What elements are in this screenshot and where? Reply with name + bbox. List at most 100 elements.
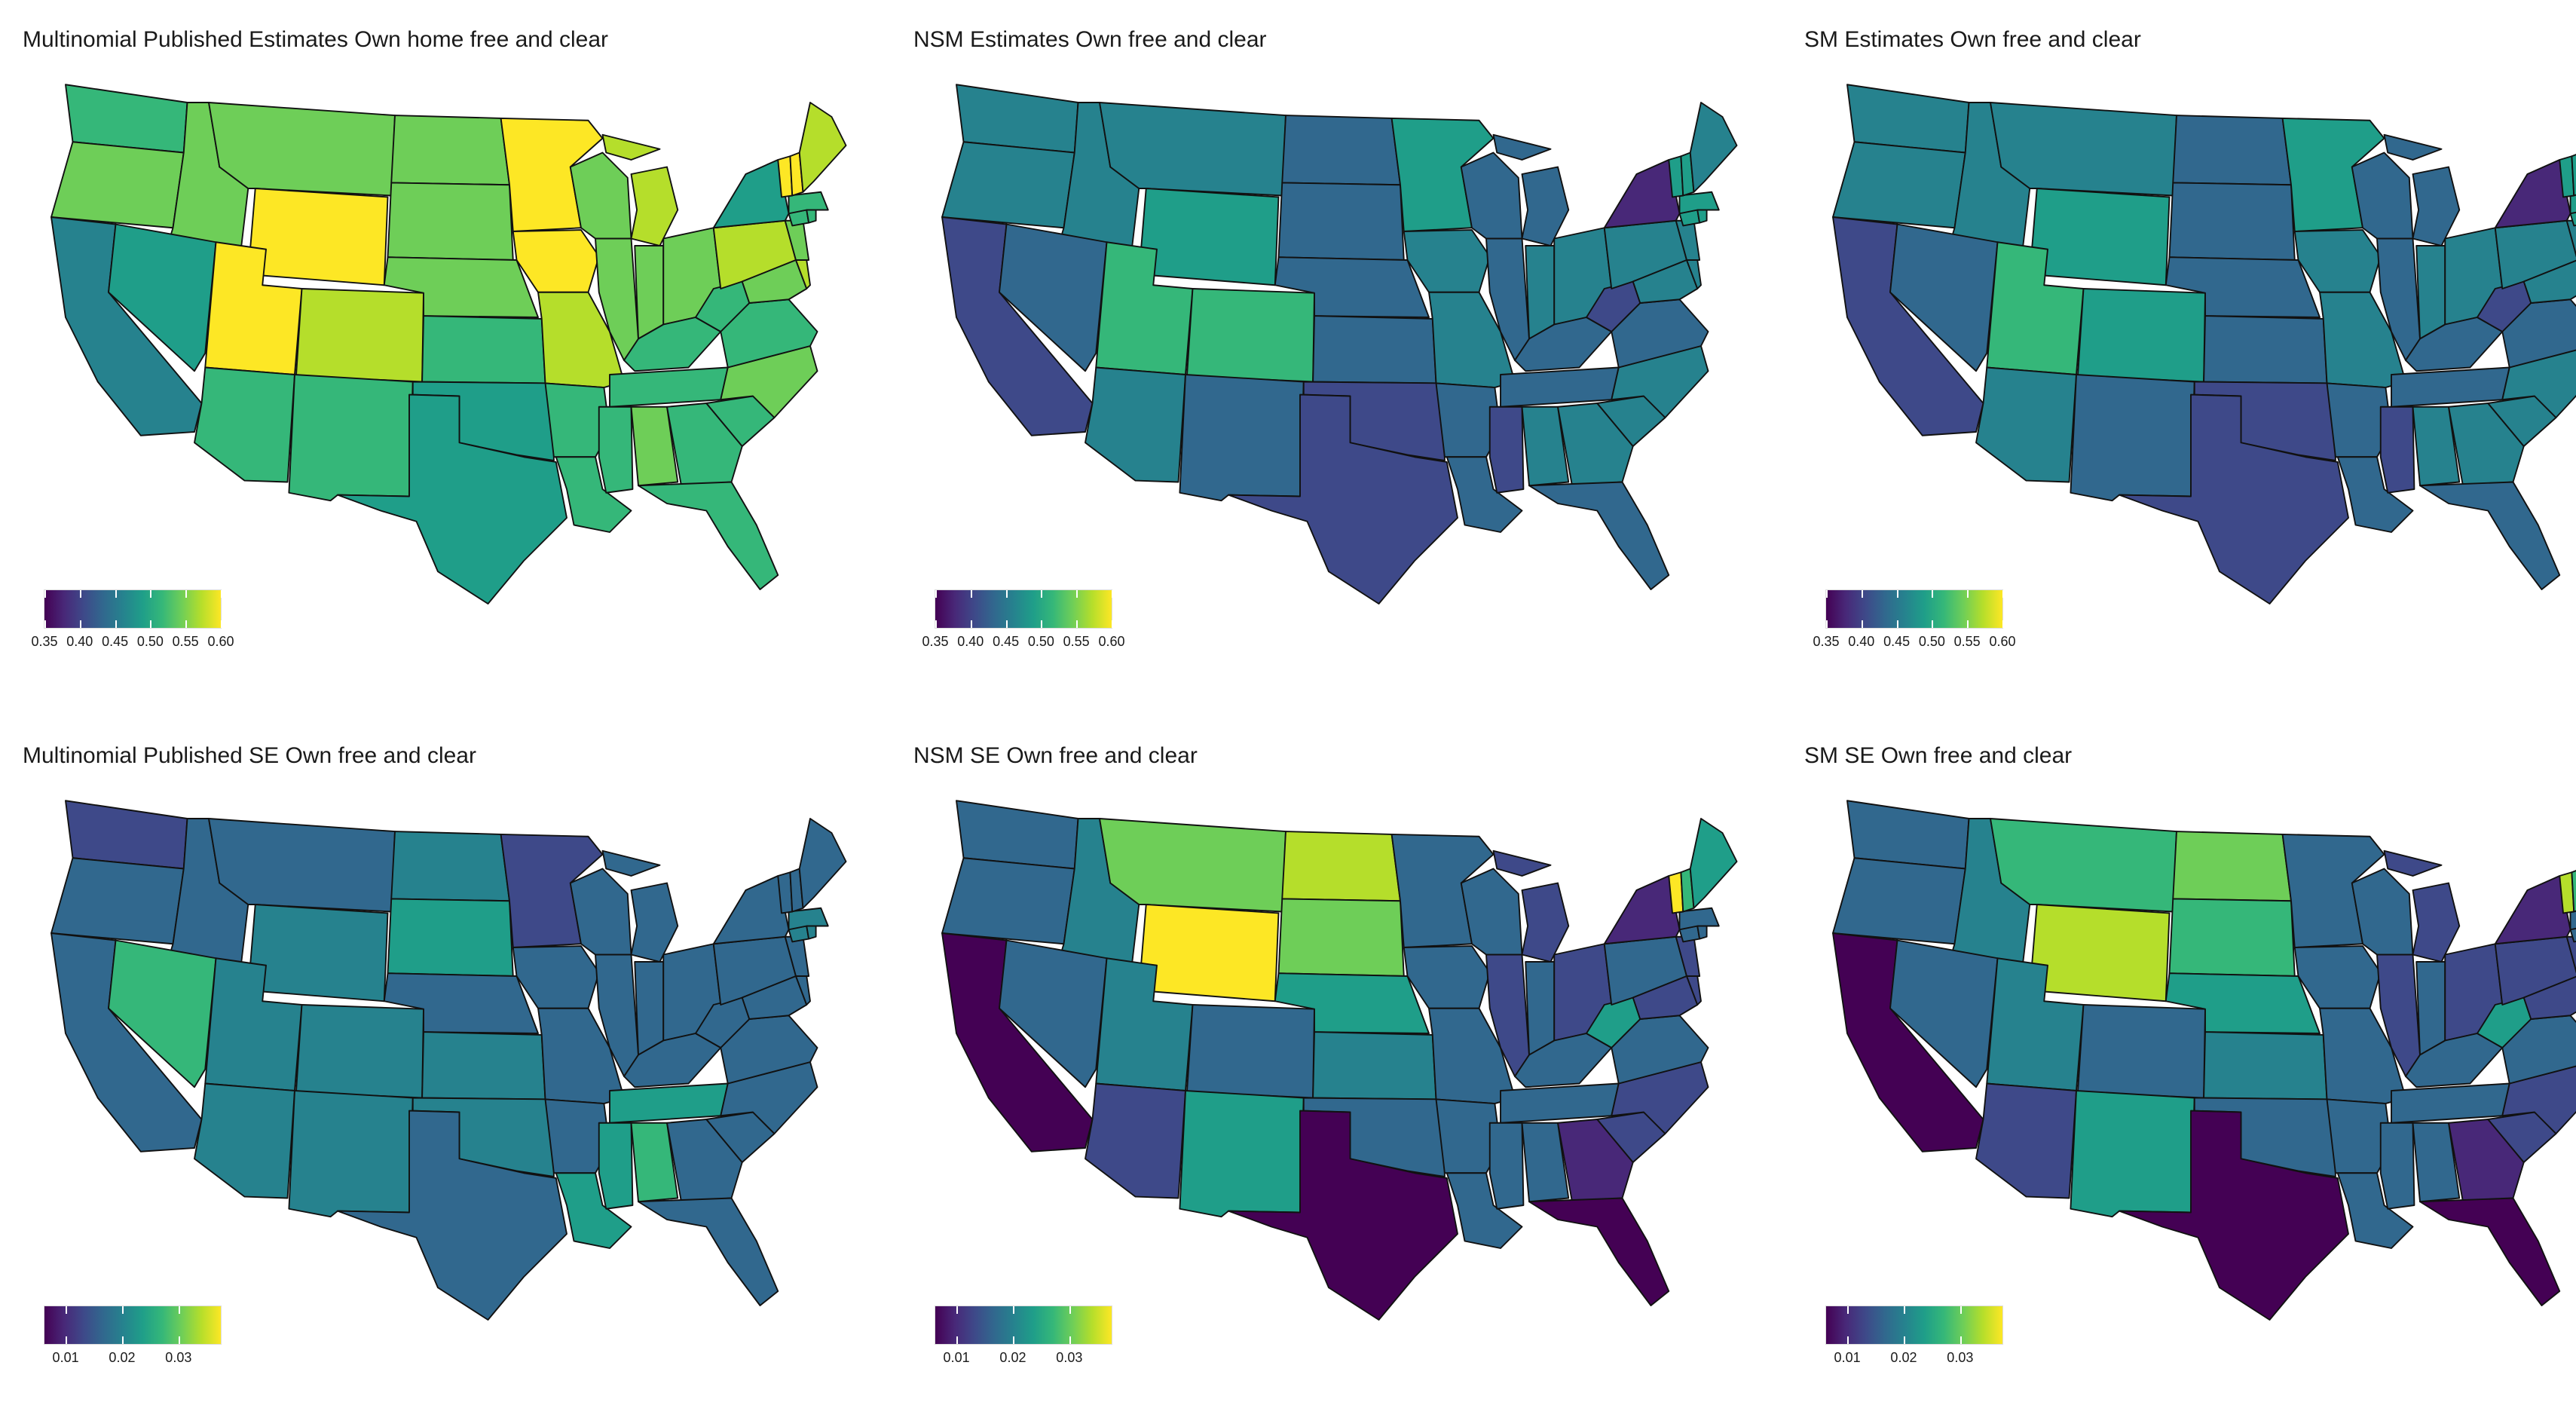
state-ny — [2495, 160, 2571, 228]
state-ks — [422, 1032, 545, 1099]
legend-tick-label: 0.03 — [1947, 1350, 1973, 1366]
us-choropleth-map — [891, 716, 1773, 1402]
state-nm — [1179, 375, 1303, 500]
legend-tick-mark — [956, 1306, 958, 1314]
state-ny — [714, 876, 789, 944]
state-nd — [391, 115, 509, 185]
legend-tick-label: 0.45 — [993, 634, 1019, 650]
legend-tick-mark — [1967, 620, 1969, 628]
state-wy — [1139, 188, 1278, 285]
legend-tick-label: 0.03 — [1056, 1350, 1082, 1366]
map-panel-published-estimates: Multinomial Published Estimates Own home… — [0, 0, 882, 686]
state-ny — [1605, 876, 1680, 944]
legend-tick-mark — [1069, 1336, 1071, 1344]
legend-tick-mark — [1076, 590, 1078, 598]
state-tn — [1501, 368, 1619, 407]
legend-tick-label: 0.35 — [31, 634, 57, 650]
legend-tick-label: 0.45 — [102, 634, 128, 650]
legend-tick-label: 0.55 — [1063, 634, 1090, 650]
legend-tick-mark — [66, 1306, 67, 1314]
state-co — [1187, 289, 1314, 382]
legend-tick-label: 0.40 — [957, 634, 984, 650]
legend-tick-mark — [971, 620, 972, 628]
state-nd — [2173, 115, 2291, 185]
legend-tick-mark — [80, 620, 81, 628]
legend-tick-label: 0.50 — [137, 634, 164, 650]
legend-tick-label: 0.45 — [1883, 634, 1910, 650]
legend-tick-mark — [66, 1336, 67, 1344]
state-nd — [2173, 831, 2291, 901]
state-nm — [2070, 375, 2194, 500]
legend-tick-mark — [221, 590, 222, 598]
legend-tick-mark — [1904, 1336, 1905, 1344]
state-ms — [1490, 1123, 1524, 1209]
legend-tick-label: 0.50 — [1028, 634, 1054, 650]
legend-tick-mark — [1041, 620, 1042, 628]
state-or — [51, 142, 184, 228]
legend-tick-mark — [1847, 1336, 1849, 1344]
state-ri — [1697, 210, 1706, 223]
legend-tick-mark — [935, 590, 937, 598]
state-me — [800, 819, 846, 908]
legend-tick-mark — [2002, 590, 2004, 598]
legend-tick-label: 0.35 — [1813, 634, 1839, 650]
state-in — [2416, 962, 2445, 1055]
legend-tick-mark — [1006, 620, 1008, 628]
state-nm — [289, 1091, 412, 1217]
state-az — [1976, 368, 2076, 482]
state-ks — [1313, 316, 1436, 383]
legend-tick-label: 0.60 — [207, 634, 234, 650]
state-me — [800, 103, 846, 192]
state-az — [1085, 368, 1186, 482]
state-or — [1833, 142, 1966, 228]
legend-tick-mark — [1847, 1306, 1849, 1314]
legend-tick-mark — [185, 620, 187, 628]
legend-tick-label: 0.35 — [922, 634, 948, 650]
state-fl — [1529, 1198, 1669, 1306]
state-tn — [610, 1084, 728, 1123]
state-sd — [2170, 898, 2295, 976]
legend-tick-label: 0.02 — [109, 1350, 135, 1366]
state-wy — [2030, 905, 2169, 1001]
state-ks — [1313, 1032, 1436, 1099]
legend-tick-label: 0.01 — [1834, 1350, 1861, 1366]
legend-tick-label: 0.40 — [1848, 634, 1874, 650]
state-ny — [2495, 876, 2571, 944]
legend-tick-label: 0.01 — [944, 1350, 970, 1366]
state-wy — [248, 905, 387, 1001]
legend-tick-mark — [185, 590, 187, 598]
legend-tick-mark — [2002, 620, 2004, 628]
state-nm — [2070, 1091, 2194, 1217]
us-choropleth-map — [1782, 0, 2576, 686]
legend-tick-mark — [1076, 620, 1078, 628]
us-choropleth-map — [0, 0, 882, 686]
state-wy — [248, 188, 387, 285]
state-or — [942, 142, 1075, 228]
state-sd — [1279, 898, 1404, 976]
state-ri — [806, 210, 815, 223]
state-ms — [1490, 407, 1524, 493]
state-nm — [1179, 1091, 1303, 1217]
legend-tick-mark — [971, 590, 972, 598]
state-ny — [1605, 160, 1680, 228]
state-ms — [2381, 1123, 2415, 1209]
legend-tick-mark — [1960, 1336, 1962, 1344]
state-tn — [2391, 1084, 2510, 1123]
state-az — [194, 1084, 295, 1198]
state-nm — [289, 375, 412, 500]
legend-tick-mark — [1862, 590, 1863, 598]
state-az — [194, 368, 295, 482]
legend-tick-label: 0.01 — [53, 1350, 79, 1366]
state-in — [635, 962, 663, 1055]
legend-tick-mark — [179, 1306, 180, 1314]
us-choropleth-map — [1782, 716, 2576, 1402]
legend-tick-mark — [44, 590, 46, 598]
legend-tick-label: 0.55 — [1954, 634, 1981, 650]
state-ny — [714, 160, 789, 228]
state-az — [1085, 1084, 1186, 1198]
